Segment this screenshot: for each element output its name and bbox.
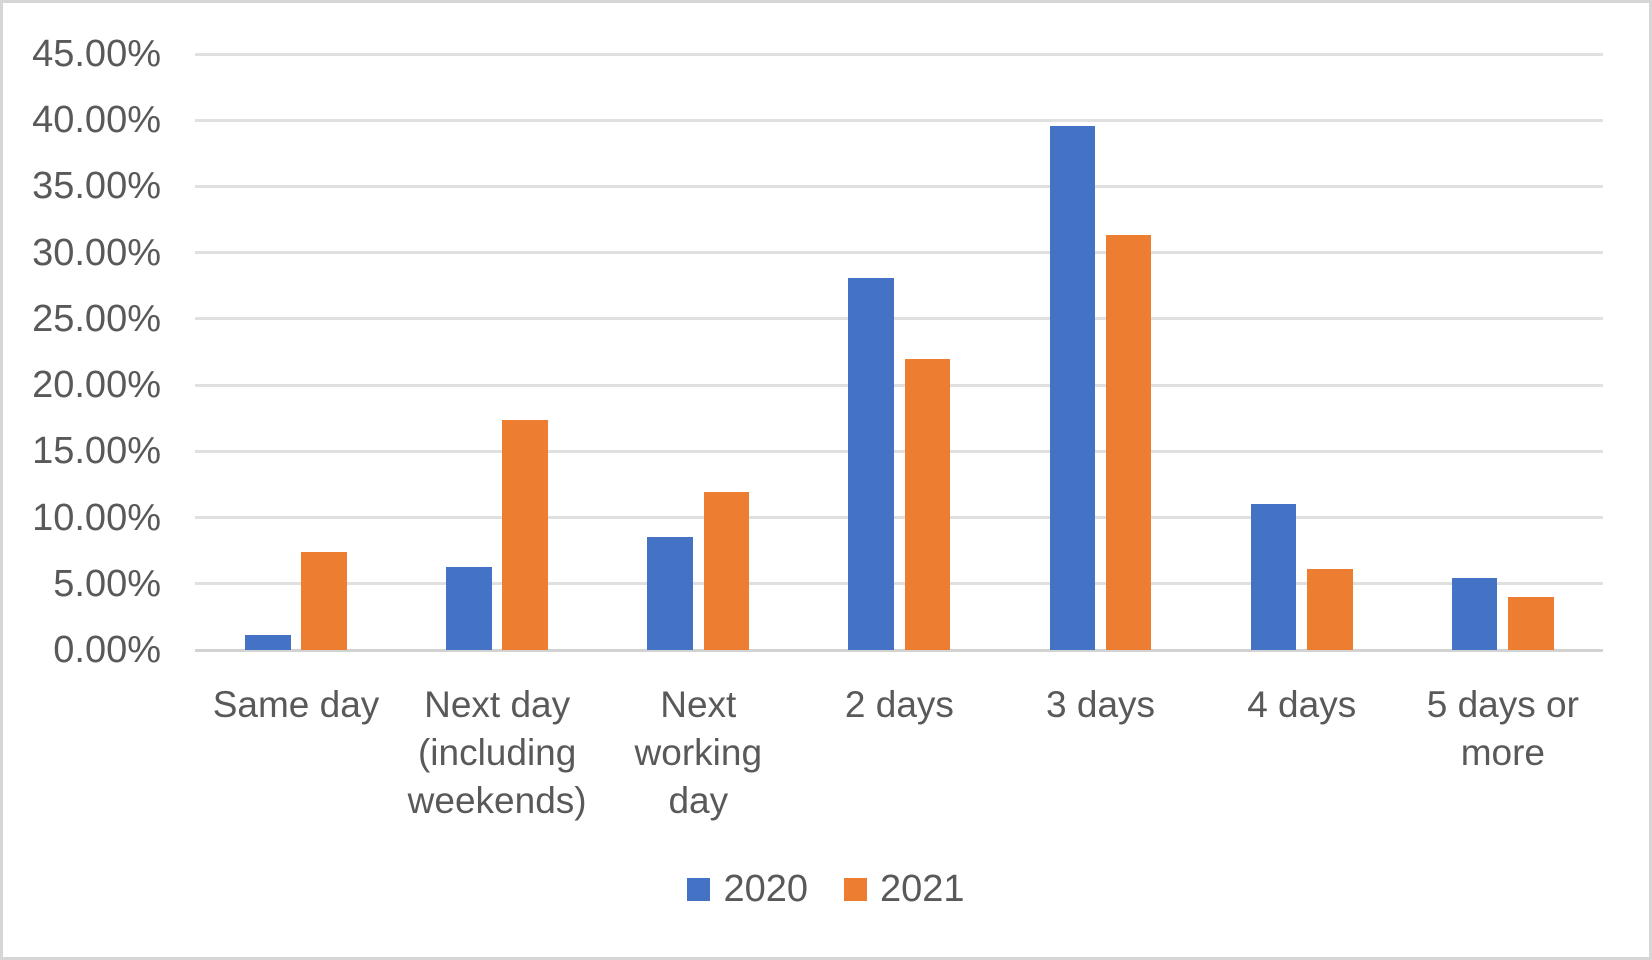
legend-label: 2021 [880,868,965,910]
y-tick-label: 15.00% [32,430,161,473]
gridline [195,184,1603,188]
y-tick-label: 30.00% [32,231,161,274]
y-tick-label: 45.00% [32,33,161,75]
legend-item-2020: 2020 [687,868,808,911]
bar-2021-5-days-or-more [1508,597,1554,650]
bar-2020-next-working-day [647,537,693,650]
gridline [195,383,1603,387]
x-category-label: Next working day [634,684,763,822]
bar-2020-3-days [1049,125,1096,650]
gridline [195,449,1603,453]
bar-2021-2-days [904,358,951,650]
y-tick-label: 5.00% [53,562,161,605]
plot-area [195,52,1603,652]
legend-swatch-icon [687,878,711,902]
bar-2020-4-days [1250,504,1297,650]
gridline [195,516,1603,520]
y-tick-label: 40.00% [32,99,161,142]
legend-item-2021: 2021 [844,868,965,911]
x-axis-line [195,648,1603,652]
y-tick-label: 35.00% [32,165,161,208]
x-category-label: Next day (including weekends) [407,684,587,822]
y-tick-label: 20.00% [32,364,161,407]
legend-swatch-icon [844,878,867,902]
gridline [195,317,1603,321]
bar-2020-same-day [245,635,291,650]
legend: 2020 2021 [3,868,1649,911]
bar-2021-same-day [301,552,347,650]
legend-label: 2020 [723,868,808,910]
y-tick-label: 0.00% [53,629,161,671]
x-category-label: 4 days [1247,684,1357,725]
bar-2021-next-day-including-weekends- [502,419,548,650]
bar-2020-5-days-or-more [1451,578,1498,650]
bar-2020-next-day-including-weekends- [446,566,492,650]
x-category-label: 2 days [844,684,954,725]
gridline [195,251,1603,255]
gridline [195,582,1603,586]
x-category-label: 5 days or more [1426,684,1579,774]
gridline [195,52,1603,56]
bar-2021-next-working-day [703,492,750,650]
grouped-bar-chart: 45.00% 40.00% 35.00% 30.00% 25.00% 20.00% 15.0… [3,3,1649,957]
x-category-label: Same day [212,684,380,725]
bar-2020-2-days [848,277,894,650]
y-tick-label: 10.00% [32,496,161,539]
y-tick-label: 25.00% [32,297,161,340]
bar-2021-4-days [1307,569,1353,650]
bar-2021-3-days [1105,235,1152,650]
gridline [195,118,1603,122]
x-category-label: 3 days [1046,684,1156,725]
